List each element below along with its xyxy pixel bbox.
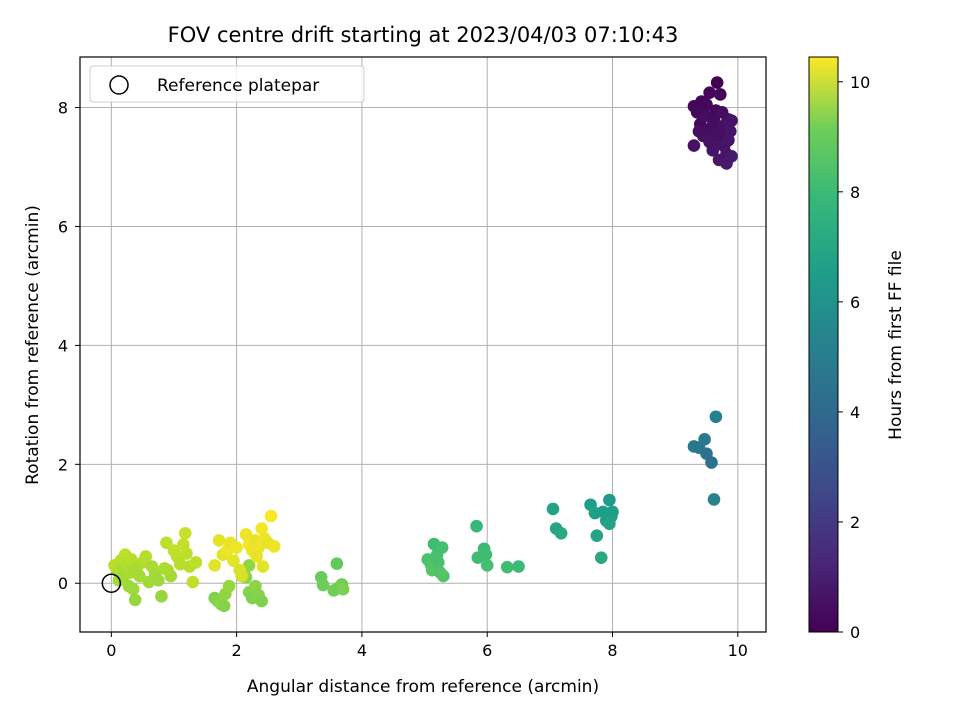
data-point <box>133 569 146 583</box>
data-point <box>603 517 616 531</box>
legend-box <box>89 65 365 103</box>
data-point <box>709 410 723 424</box>
data-point <box>435 541 449 554</box>
data-point <box>713 88 727 101</box>
data-point <box>546 502 560 516</box>
data-point <box>255 594 268 608</box>
data-point <box>712 125 726 138</box>
y-tick-label: 0 <box>58 574 68 593</box>
data-point <box>603 493 616 507</box>
data-point <box>720 157 733 170</box>
grid-lines <box>80 57 766 632</box>
data-point <box>217 599 231 613</box>
colorbar-tick-label: 10 <box>850 73 870 92</box>
data-point <box>512 560 525 573</box>
data-point <box>126 582 140 596</box>
data-point <box>437 569 450 583</box>
colorbar-tick-label: 2 <box>850 513 860 532</box>
data-point <box>152 573 165 587</box>
colorbar-label: Hours from first FF file <box>886 250 906 440</box>
data-point <box>239 528 253 541</box>
data-point <box>222 579 236 593</box>
colorbar-tick-label: 6 <box>850 293 860 312</box>
data-point <box>180 547 193 560</box>
data-point <box>208 559 221 572</box>
chart-title: FOV centre drift starting at 2023/04/03 … <box>168 23 679 47</box>
data-point <box>698 433 711 446</box>
data-point <box>128 593 142 607</box>
plot-area <box>80 57 766 632</box>
x-tick-label: 0 <box>106 641 116 660</box>
data-point <box>715 105 729 119</box>
y-tick-label: 8 <box>58 99 68 118</box>
data-point <box>264 509 278 523</box>
data-point <box>155 590 168 603</box>
data-point <box>256 560 270 573</box>
data-point <box>267 540 281 553</box>
data-point <box>336 582 350 596</box>
data-point <box>703 86 716 99</box>
data-point <box>725 114 738 127</box>
data-point <box>606 505 619 519</box>
data-point <box>590 529 604 542</box>
data-point <box>316 578 330 592</box>
y-axis-label: Rotation from reference (arcmin) <box>23 205 43 485</box>
data-point <box>709 138 723 151</box>
data-point <box>722 133 735 147</box>
x-tick-label: 4 <box>357 641 367 660</box>
data-point <box>594 551 608 564</box>
data-point <box>255 522 268 535</box>
data-point <box>227 554 240 567</box>
legend-marker-open-circle <box>109 75 129 95</box>
y-tick-label: 2 <box>58 455 68 474</box>
data-point <box>707 493 721 506</box>
x-tick-label: 8 <box>607 641 617 660</box>
colorbar-ticks: 0 2 4 6 8 10 <box>838 73 870 642</box>
x-axis: 0 2 4 6 8 10 <box>106 632 748 660</box>
data-point <box>250 550 263 563</box>
colorbar-tick-label: 8 <box>850 183 860 202</box>
data-point <box>695 95 708 108</box>
colorbar-tick-label: 4 <box>850 403 860 422</box>
legend: Reference platepar <box>89 65 365 103</box>
y-tick-label: 4 <box>58 336 68 355</box>
colorbar <box>809 57 838 632</box>
data-point <box>230 541 243 554</box>
colorbar-frame <box>808 56 839 633</box>
data-point <box>470 519 483 533</box>
x-tick-label: 10 <box>728 641 748 660</box>
reference-platepar-marker <box>101 573 122 593</box>
data-point <box>161 563 175 577</box>
reference-marker-layer <box>101 573 122 593</box>
data-point <box>710 76 724 89</box>
data-points <box>108 76 738 613</box>
data-point <box>189 556 203 569</box>
data-point <box>500 560 514 574</box>
colorbar-tick-label: 0 <box>850 623 860 642</box>
data-point <box>160 536 173 550</box>
x-tick-label: 6 <box>482 641 492 660</box>
data-point <box>429 551 443 565</box>
x-axis-label: Angular distance from reference (arcmin) <box>247 677 599 697</box>
data-point <box>178 526 192 540</box>
data-point <box>212 534 226 547</box>
data-point <box>705 456 718 469</box>
data-point <box>186 575 200 589</box>
x-tick-label: 2 <box>232 641 242 660</box>
data-point <box>687 139 701 152</box>
y-axis: 0 2 4 6 8 <box>58 99 80 593</box>
plot-frame <box>79 56 767 633</box>
y-tick-label: 6 <box>58 217 68 236</box>
data-point <box>139 550 153 563</box>
legend-entry-reference-platepar: Reference platepar <box>157 76 319 96</box>
data-point <box>480 559 494 572</box>
data-point <box>235 569 248 583</box>
data-point <box>330 557 344 570</box>
data-point <box>554 526 568 540</box>
data-point <box>479 548 493 561</box>
